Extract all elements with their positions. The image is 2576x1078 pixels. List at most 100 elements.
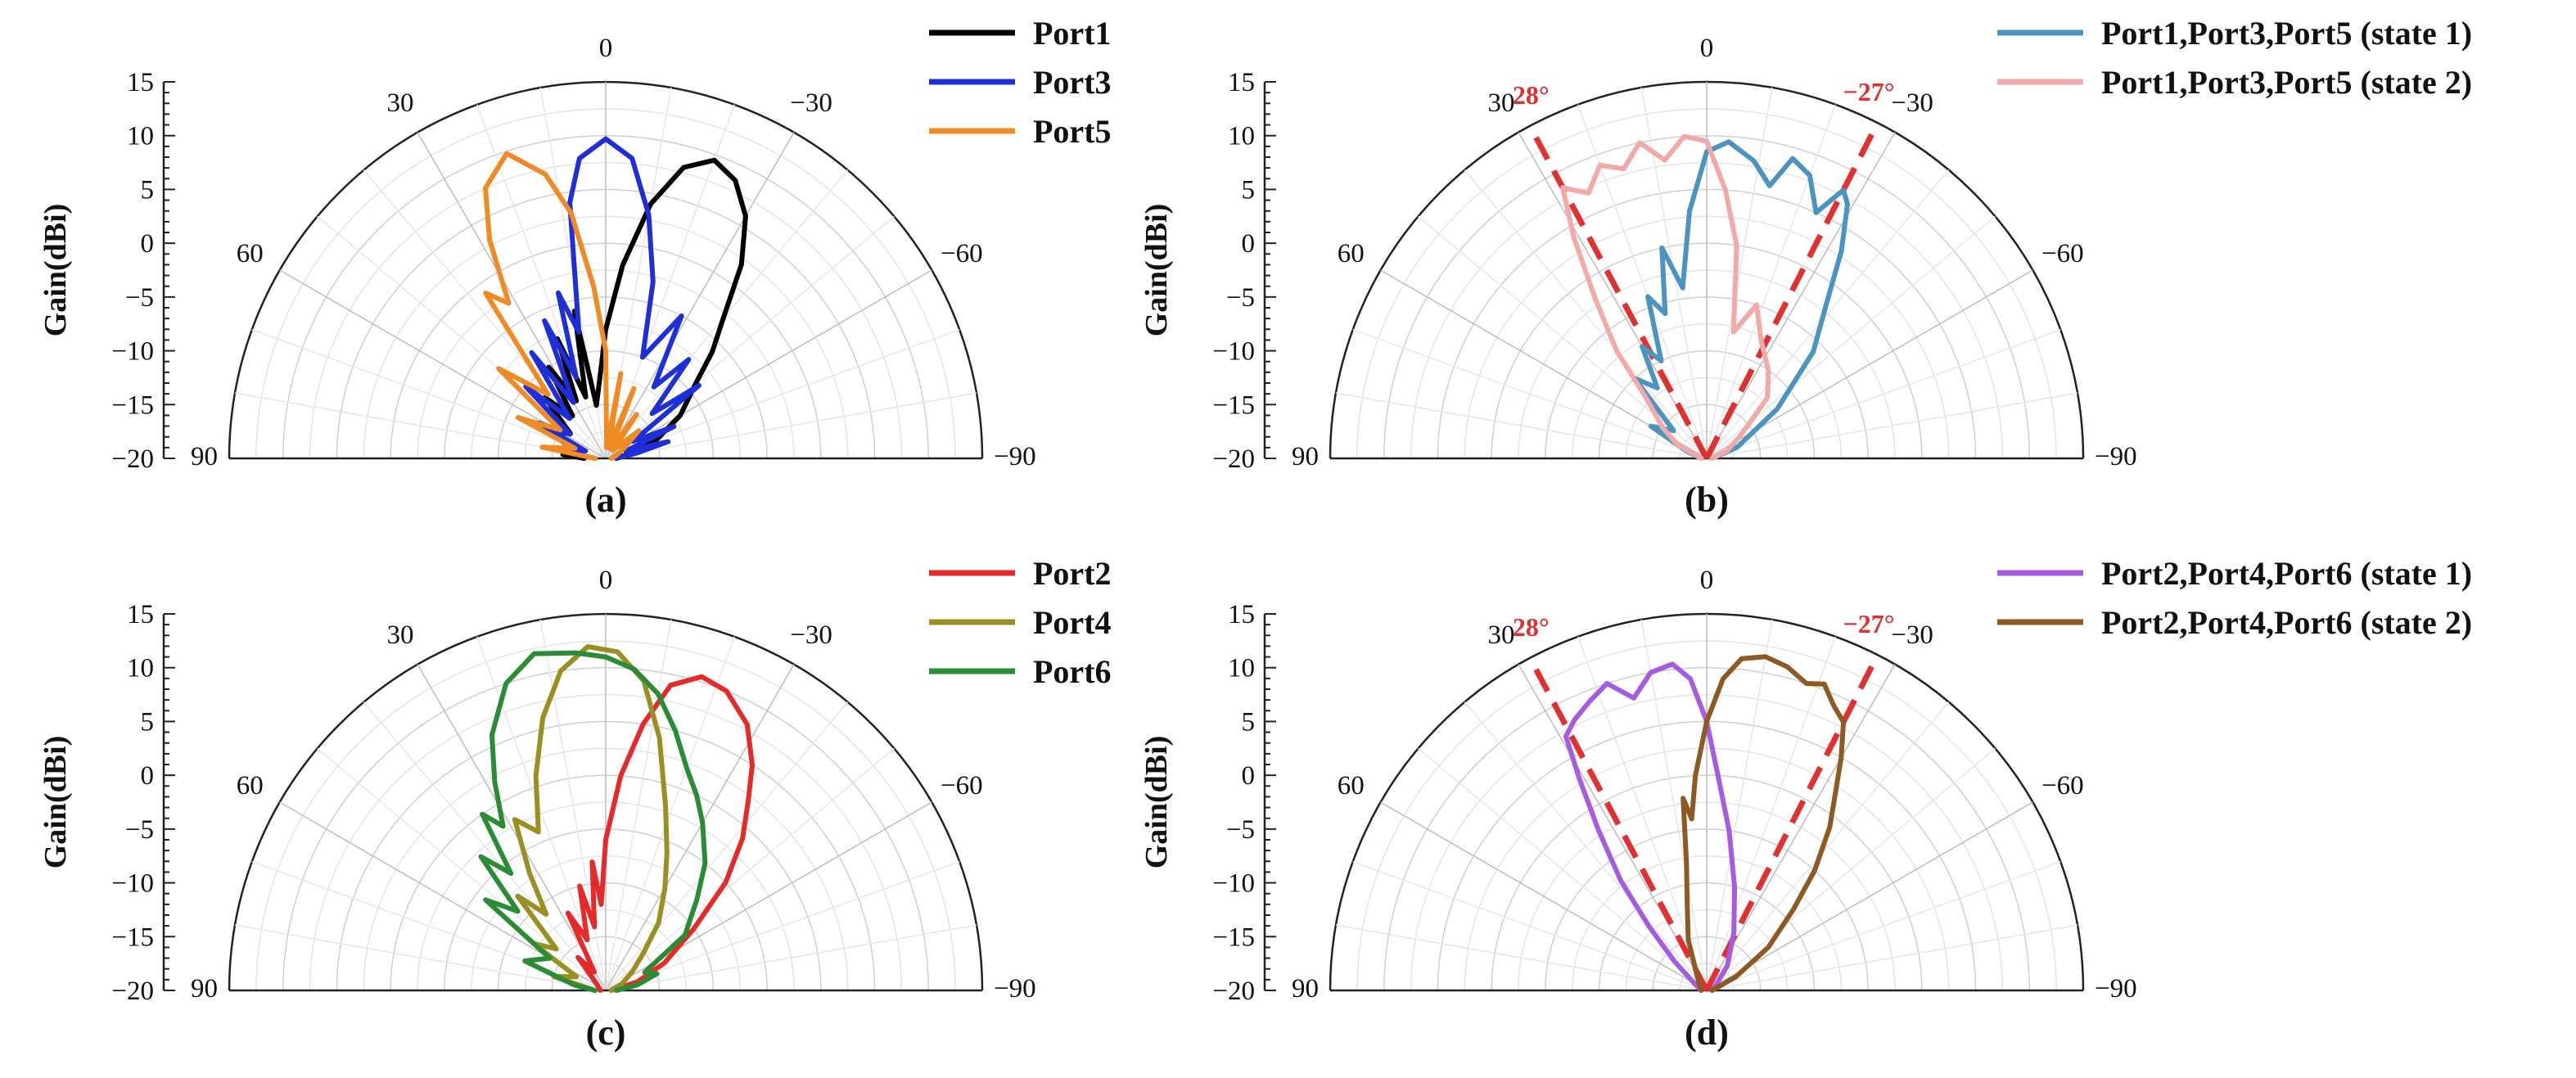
legend-label: Port2,Port4,Port6 (state 2)	[2101, 604, 2472, 641]
grid-spoke	[1380, 801, 1708, 991]
grid-spoke	[251, 860, 607, 991]
legend-label: Port2	[1033, 555, 1112, 592]
grid-spoke	[1335, 924, 1708, 991]
grid-spoke	[605, 924, 977, 991]
y-axis-label: Gain(dBi)	[1139, 204, 1174, 337]
grid-spoke	[1418, 747, 1708, 991]
panel-c: 0 30 60 90 −30 −60 −90 15 10 5 0 −5 −10 −15 −20 Gain(dB…	[38, 555, 1112, 1053]
panel-d: 0 30 60 90 −30 −60 −90 15 10 5 0 −5 −10 −15 −20 Gain(dB…	[1139, 555, 2472, 1053]
gain-tick-label: 15	[1228, 68, 1255, 97]
grid-spoke	[1464, 701, 1708, 991]
annotation-line	[1527, 656, 1710, 992]
series-line-port3	[523, 136, 702, 461]
grid-spoke	[317, 747, 607, 991]
legend-label: Port1,Port3,Port5 (state 2)	[2101, 64, 2472, 101]
grid-spoke	[605, 701, 849, 991]
series-line-port1-port3-port5-state-1	[1632, 139, 1850, 461]
angle-tick-label: −90	[2095, 974, 2137, 1004]
grid-spoke	[1352, 860, 1708, 991]
gain-tick-label: 5	[141, 175, 155, 205]
angle-tick-label: 90	[1292, 974, 1319, 1004]
angle-tick-label: −30	[790, 620, 832, 650]
grid-spoke	[1464, 169, 1708, 459]
grid-spoke	[1706, 392, 2078, 459]
gain-tick-label: −10	[111, 337, 154, 367]
polar-grid	[228, 612, 984, 991]
grid-spoke	[1706, 664, 1896, 991]
angle-tick-label: −30	[1891, 88, 1933, 118]
gain-tick-label: 5	[141, 707, 155, 737]
gain-tick-label: −15	[1212, 922, 1255, 952]
grid-spoke	[363, 701, 607, 991]
gain-tick-label: −20	[1212, 444, 1255, 474]
angle-tick-label: −60	[2041, 239, 2084, 268]
panel-caption: (b)	[1685, 480, 1729, 520]
angle-tick-label: −90	[994, 974, 1036, 1004]
gain-tick-label: −10	[111, 869, 154, 899]
angle-tick-label: 90	[191, 974, 218, 1004]
grid-spoke	[234, 924, 607, 991]
grid-spoke	[1706, 860, 2061, 991]
legend: Port1,Port3,Port5 (state 1) Port1,Port3,P…	[1997, 15, 2472, 101]
grid-spoke	[1706, 924, 2078, 991]
gain-tick-label: 15	[1228, 600, 1255, 629]
y-axis-label: Gain(dBi)	[38, 204, 73, 337]
polar-grid	[1329, 80, 2085, 459]
annotation-label: −27°	[1843, 77, 1895, 106]
grid-spoke	[1640, 619, 1708, 991]
angle-tick-label: 60	[237, 771, 264, 801]
angle-tick-label: 0	[1700, 34, 1714, 63]
angle-tick-label: −60	[2041, 771, 2084, 801]
grid-spoke	[1577, 636, 1708, 991]
angle-tick-label: 0	[599, 34, 613, 63]
annotation-label: −27°	[1843, 609, 1895, 638]
gain-tick-label: 0	[1242, 229, 1256, 259]
grid-spoke	[605, 328, 960, 459]
grid-spoke	[605, 215, 895, 459]
polar-grid	[228, 80, 984, 459]
angle-tick-label: 90	[1292, 442, 1319, 471]
series-line-port4	[512, 644, 670, 993]
gain-tick-label: 5	[1242, 707, 1256, 737]
angle-tick-label: 30	[386, 88, 413, 118]
grid-spoke	[1352, 328, 1708, 459]
gain-tick-label: −10	[1212, 337, 1255, 367]
grid-spoke	[1706, 619, 1773, 991]
angle-tick-label: −60	[941, 239, 983, 268]
legend-label: Port1,Port3,Port5 (state 1)	[2101, 15, 2472, 52]
grid-spoke	[605, 269, 932, 459]
grid-spoke	[1706, 169, 1950, 459]
gain-tick-label: 10	[127, 654, 154, 683]
y-axis-label: Gain(dBi)	[1139, 736, 1174, 869]
gain-tick-label: 0	[141, 229, 155, 259]
angle-tick-label: 60	[1338, 239, 1365, 268]
grid-spoke	[605, 664, 795, 991]
y-axis-label: Gain(dBi)	[38, 736, 73, 869]
grid-spoke	[1706, 132, 1896, 459]
legend: Port2 Port4 Port6	[929, 555, 1112, 690]
gain-tick-label: −10	[1212, 869, 1255, 899]
grid-spoke	[1518, 664, 1708, 991]
panel-b: 0 30 60 90 −30 −60 −90 15 10 5 0 −5 −10 −15 −20 Gain(dB…	[1139, 15, 2472, 520]
grid-spoke	[1706, 801, 2033, 991]
annotation-label: 28°	[1513, 612, 1550, 642]
grid-spoke	[1706, 636, 1837, 991]
legend: Port2,Port4,Port6 (state 1) Port2,Port4,P…	[1997, 555, 2472, 641]
series-line-port5	[483, 151, 642, 461]
angle-tick-label: −30	[1891, 620, 1933, 650]
grid-spoke	[417, 664, 607, 991]
gain-tick-label: −20	[1212, 977, 1255, 1006]
grid-spoke	[605, 619, 672, 991]
grid-spoke	[605, 392, 977, 459]
legend-label: Port6	[1033, 653, 1112, 690]
grid-spoke	[605, 860, 960, 991]
legend-label: Port4	[1033, 604, 1112, 641]
grid-spoke	[1518, 132, 1708, 459]
gain-tick-label: 0	[1242, 761, 1256, 791]
grid-spoke	[605, 747, 895, 991]
grid-spoke	[1335, 392, 1708, 459]
panel-caption: (c)	[586, 1013, 626, 1053]
grid-spoke	[1706, 747, 1996, 991]
angle-tick-label: −60	[941, 771, 983, 801]
